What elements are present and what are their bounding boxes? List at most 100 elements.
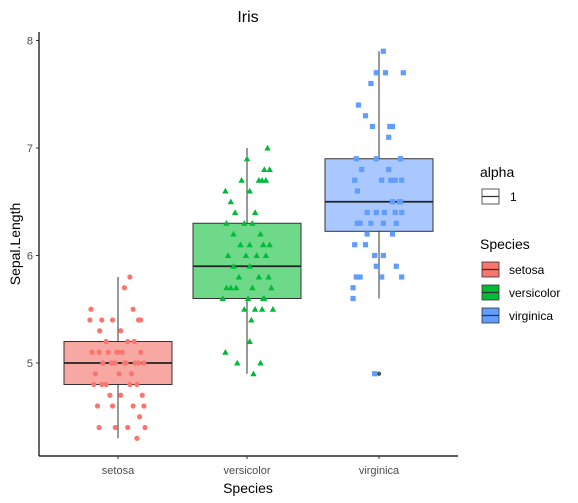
data-point-setosa-26 (116, 371, 122, 377)
data-point-virginica-38 (372, 252, 378, 259)
data-point-virginica-29 (368, 220, 374, 226)
data-point-setosa-35 (130, 403, 136, 409)
data-point-virginica-26 (381, 209, 387, 216)
data-point-virginica-27 (399, 209, 405, 216)
data-point-versicolor-3 (266, 166, 273, 173)
data-point-versicolor-23 (242, 252, 250, 259)
data-point-setosa-1 (121, 285, 128, 291)
data-point-setosa-42 (142, 424, 148, 431)
data-point-setosa-0 (127, 274, 133, 280)
data-point-setosa-18 (100, 360, 106, 366)
data-point-virginica-31 (380, 220, 386, 226)
data-point-setosa-9 (96, 349, 102, 355)
data-point-setosa-45 (99, 317, 105, 323)
data-point-versicolor-17 (266, 241, 273, 248)
data-point-versicolor-5 (262, 177, 270, 183)
points-virginica (350, 48, 406, 377)
data-point-versicolor-44 (257, 359, 264, 366)
data-point-versicolor-11 (251, 209, 259, 216)
legend-key-alpha-1 (481, 188, 500, 205)
data-point-versicolor-49 (227, 284, 234, 291)
data-point-setosa-14 (141, 360, 147, 366)
data-point-versicolor-25 (246, 263, 253, 269)
data-point-setosa-16 (119, 349, 125, 355)
data-point-virginica-33 (354, 220, 360, 226)
data-point-setosa-36 (107, 392, 113, 398)
data-point-versicolor-1 (243, 155, 251, 162)
data-point-setosa-13 (89, 349, 95, 355)
chart-title: Iris (237, 9, 258, 26)
data-point-virginica-15 (359, 166, 365, 173)
data-point-setosa-5 (97, 328, 103, 334)
data-point-setosa-40 (112, 424, 118, 431)
data-point-setosa-48 (115, 349, 121, 355)
data-point-versicolor-26 (230, 263, 237, 269)
data-point-versicolor-38 (241, 306, 248, 312)
data-point-virginica-16 (352, 177, 358, 183)
data-point-versicolor-24 (262, 252, 270, 259)
data-point-virginica-44 (350, 285, 356, 291)
data-point-virginica-41 (379, 274, 385, 280)
data-point-virginica-39 (393, 263, 399, 269)
data-point-setosa-4 (130, 306, 136, 312)
data-point-setosa-39 (125, 424, 131, 431)
y-axis-title: Sepal.Length (7, 203, 23, 286)
data-point-virginica-9 (389, 123, 396, 130)
data-point-virginica-43 (399, 274, 405, 280)
data-point-versicolor-18 (237, 241, 244, 248)
legend-key-setosa (481, 261, 500, 278)
data-point-versicolor-43 (234, 359, 241, 366)
data-point-virginica-48 (373, 263, 379, 269)
data-point-virginica-20 (388, 177, 394, 183)
legend-key-virginica (481, 307, 500, 324)
data-point-virginica-13 (373, 156, 379, 162)
box-virginica (324, 51, 434, 376)
data-point-versicolor-41 (246, 338, 253, 345)
data-point-versicolor-32 (233, 284, 240, 291)
y-tick-label-5: 5 (27, 358, 33, 370)
data-point-versicolor-28 (255, 273, 263, 280)
data-point-virginica-24 (364, 209, 370, 216)
data-point-versicolor-20 (246, 241, 253, 248)
data-point-setosa-6 (110, 317, 116, 323)
data-point-virginica-22 (389, 199, 396, 205)
data-point-virginica-7 (387, 123, 393, 130)
data-point-virginica-8 (369, 123, 376, 130)
data-point-versicolor-37 (258, 306, 266, 312)
data-point-versicolor-22 (253, 252, 260, 259)
y-tick-label-7: 7 (27, 143, 33, 155)
data-point-versicolor-15 (257, 230, 264, 237)
data-point-setosa-3 (87, 317, 93, 323)
points-setosa (87, 274, 148, 441)
data-point-virginica-28 (373, 209, 379, 216)
data-point-versicolor-16 (230, 230, 237, 237)
data-point-setosa-44 (131, 338, 137, 345)
data-point-virginica-4 (368, 80, 374, 87)
data-point-setosa-37 (137, 414, 143, 420)
data-point-versicolor-45 (250, 370, 257, 377)
data-point-versicolor-2 (261, 166, 268, 173)
data-point-virginica-0 (380, 48, 386, 54)
legend-label-versicolor: versicolor (509, 286, 560, 300)
outlier-point-virginica-0 (376, 371, 382, 376)
legend-label-virginica: virginica (509, 309, 553, 323)
data-point-setosa-49 (138, 317, 144, 323)
data-point-setosa-30 (103, 381, 109, 388)
data-point-setosa-21 (112, 360, 118, 366)
data-point-setosa-29 (139, 392, 145, 398)
data-point-versicolor-31 (223, 284, 230, 291)
y-tick-label-6: 6 (27, 251, 33, 263)
box-setosa (63, 277, 173, 439)
data-point-virginica-2 (373, 70, 379, 76)
data-point-setosa-38 (96, 424, 102, 431)
data-point-versicolor-30 (249, 284, 256, 291)
box-versicolor (192, 148, 302, 374)
data-point-versicolor-14 (241, 220, 248, 226)
data-point-setosa-41 (134, 435, 140, 441)
data-point-versicolor-8 (246, 187, 253, 194)
data-point-versicolor-29 (265, 273, 272, 280)
data-point-virginica-34 (389, 231, 396, 237)
data-point-versicolor-40 (248, 316, 255, 323)
data-point-versicolor-46 (260, 295, 267, 302)
data-point-setosa-34 (110, 403, 116, 409)
